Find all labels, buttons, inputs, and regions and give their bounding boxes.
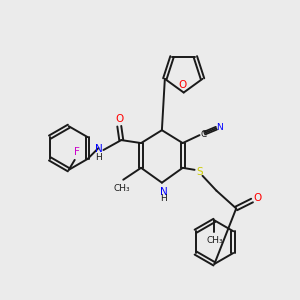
Text: F: F	[74, 147, 80, 157]
Text: CH₃: CH₃	[206, 236, 223, 245]
Text: O: O	[115, 114, 123, 124]
Text: H: H	[160, 194, 167, 203]
Text: H: H	[95, 153, 102, 162]
Text: N: N	[160, 187, 168, 196]
Text: N: N	[216, 123, 223, 132]
Text: O: O	[178, 80, 187, 90]
Text: N: N	[94, 144, 102, 154]
Text: C: C	[200, 130, 207, 139]
Text: CH₃: CH₃	[114, 184, 130, 193]
Text: S: S	[196, 167, 203, 177]
Text: O: O	[253, 193, 261, 202]
